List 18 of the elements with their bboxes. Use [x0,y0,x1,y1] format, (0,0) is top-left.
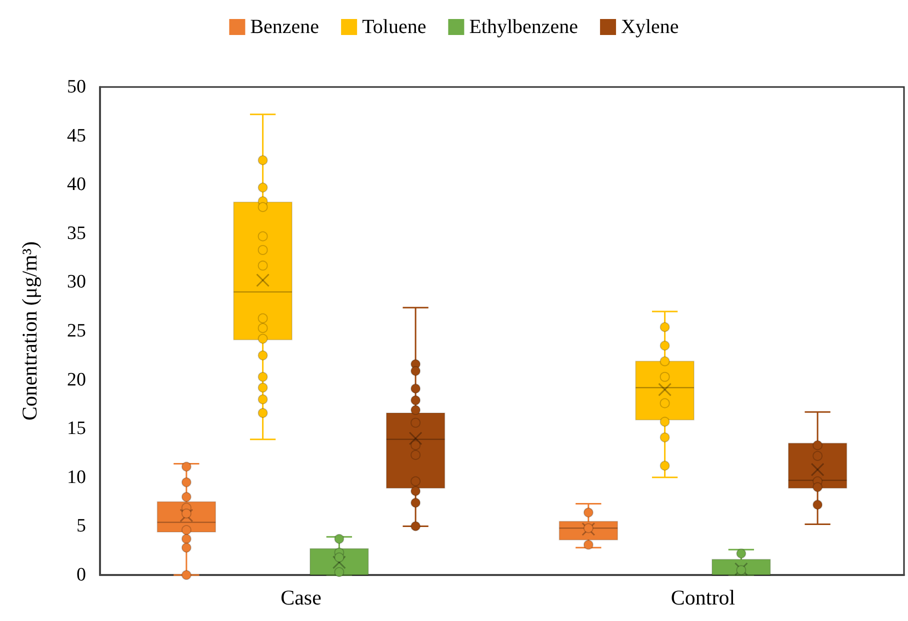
x-tick-label: Case [280,586,322,610]
y-tick-label: 30 [67,272,86,293]
y-tick-label: 40 [67,174,86,196]
y-tick-label: 15 [67,418,86,440]
y-tick-label: 20 [67,369,86,390]
y-tick-label: 10 [67,466,86,488]
y-axis-title: Conentration (μg/m³) [18,241,42,421]
legend-label: Ethylbenzene [469,16,578,38]
y-tick-label: 5 [76,516,86,537]
y-tick-label: 25 [67,320,86,342]
legend-label: Toluene [362,16,426,38]
y-tick-label: 45 [67,125,86,146]
legend-label: Xylene [621,16,679,38]
y-tick-label: 50 [67,76,86,98]
legend-label: Benzene [250,16,320,38]
y-tick-label: 35 [67,222,86,244]
y-tick-label: 0 [76,564,86,586]
x-tick-label: Control [670,586,736,610]
